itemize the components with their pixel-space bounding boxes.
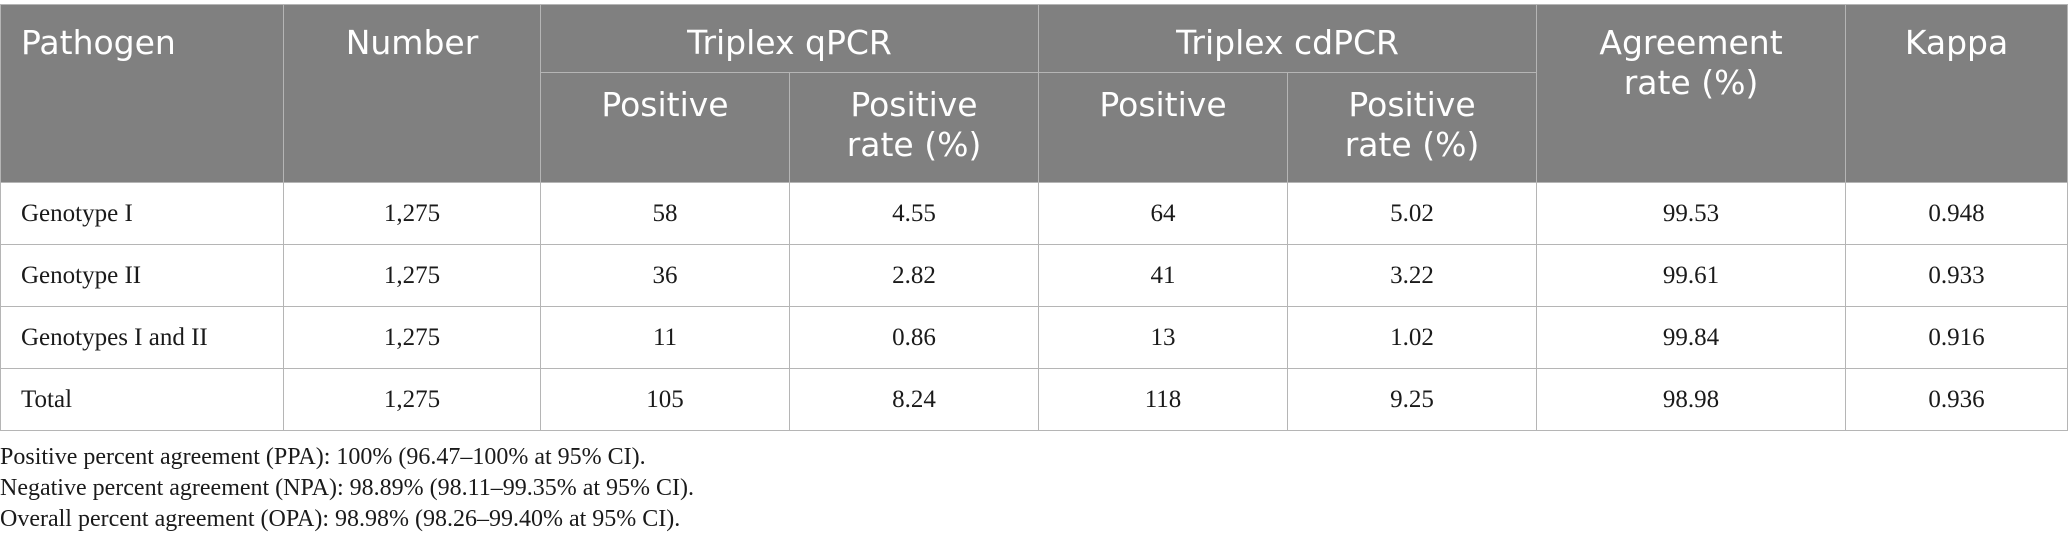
- cell-cdpcr-rate: 5.02: [1287, 182, 1538, 245]
- header-cdpcr-rate-line1: Positive: [1348, 85, 1476, 124]
- cell-kappa: 0.948: [1845, 182, 2068, 245]
- table-footnotes: Positive percent agreement (PPA): 100% (…: [0, 442, 694, 535]
- header-cdpcr-positive-rate: Positive rate (%): [1287, 72, 1538, 183]
- header-kappa: Kappa: [1845, 4, 2068, 183]
- footnote-ppa: Positive percent agreement (PPA): 100% (…: [0, 444, 646, 470]
- cell-qpcr-positive: 58: [540, 182, 790, 245]
- cell-qpcr-positive: 105: [540, 368, 790, 431]
- cell-number: 1,275: [283, 368, 541, 431]
- cell-cdpcr-positive: 13: [1038, 306, 1289, 369]
- header-triplex-cdpcr: Triplex cdPCR: [1038, 4, 1538, 73]
- cell-qpcr-rate: 0.86: [788, 306, 1040, 369]
- footnote-opa: Overall percent agreement (OPA): 98.98% …: [0, 506, 681, 532]
- cell-cdpcr-rate: 9.25: [1287, 368, 1538, 431]
- cell-cdpcr-positive: 41: [1038, 244, 1289, 307]
- cell-qpcr-rate: 4.55: [788, 182, 1040, 245]
- header-number: Number: [283, 4, 541, 183]
- cell-agreement: 98.98: [1536, 368, 1847, 431]
- table-row: Total 1,275 105 8.24 118 9.25 98.98 0.93…: [0, 368, 2068, 431]
- header-qpcr-rate-line2: rate (%): [846, 125, 982, 164]
- header-agreement-line1: Agreement: [1599, 23, 1783, 62]
- header-cdpcr-rate-line2: rate (%): [1344, 125, 1480, 164]
- cell-pathogen: Total: [0, 368, 284, 431]
- header-agreement-line2: rate (%): [1623, 63, 1759, 102]
- cell-number: 1,275: [283, 306, 541, 369]
- cell-qpcr-rate: 2.82: [788, 244, 1040, 307]
- cell-qpcr-rate: 8.24: [788, 368, 1040, 431]
- cell-agreement: 99.84: [1536, 306, 1847, 369]
- header-qpcr-positive: Positive: [540, 72, 790, 183]
- cell-qpcr-positive: 11: [540, 306, 790, 369]
- results-table: Pathogen Number Triplex qPCR Triplex cdP…: [0, 4, 2068, 431]
- table-row: Genotype I 1,275 58 4.55 64 5.02 99.53 0…: [0, 182, 2068, 245]
- header-pathogen: Pathogen: [0, 4, 284, 183]
- cell-cdpcr-positive: 64: [1038, 182, 1289, 245]
- cell-pathogen: Genotype II: [0, 244, 284, 307]
- cell-pathogen: Genotype I: [0, 182, 284, 245]
- cell-agreement: 99.53: [1536, 182, 1847, 245]
- cell-pathogen: Genotypes I and II: [0, 306, 284, 369]
- cell-number: 1,275: [283, 244, 541, 307]
- header-qpcr-positive-rate: Positive rate (%): [788, 72, 1040, 183]
- cell-cdpcr-rate: 3.22: [1287, 244, 1538, 307]
- cell-qpcr-positive: 36: [540, 244, 790, 307]
- cell-cdpcr-rate: 1.02: [1287, 306, 1538, 369]
- table-row: Genotype II 1,275 36 2.82 41 3.22 99.61 …: [0, 244, 2068, 307]
- header-cdpcr-positive: Positive: [1038, 72, 1289, 183]
- table-row: Genotypes I and II 1,275 11 0.86 13 1.02…: [0, 306, 2068, 369]
- header-qpcr-rate-line1: Positive: [850, 85, 978, 124]
- header-triplex-qpcr: Triplex qPCR: [539, 4, 1040, 73]
- cell-kappa: 0.916: [1845, 306, 2068, 369]
- header-agreement-rate: Agreement rate (%): [1536, 4, 1847, 183]
- cell-kappa: 0.936: [1845, 368, 2068, 431]
- cell-agreement: 99.61: [1536, 244, 1847, 307]
- cell-cdpcr-positive: 118: [1038, 368, 1289, 431]
- footnote-npa: Negative percent agreement (NPA): 98.89%…: [0, 475, 695, 501]
- cell-kappa: 0.933: [1845, 244, 2068, 307]
- cell-number: 1,275: [283, 182, 541, 245]
